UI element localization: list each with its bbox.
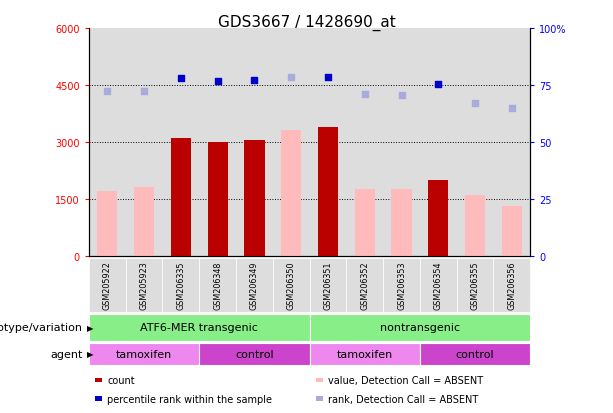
Text: GSM206350: GSM206350 [287,261,295,310]
Text: GSM206349: GSM206349 [250,261,259,310]
Text: ▶: ▶ [87,323,94,332]
Point [286,74,296,81]
Bar [310,29,346,256]
Text: control: control [235,349,274,359]
Text: ▶: ▶ [87,350,94,358]
Text: GSM206356: GSM206356 [508,261,516,310]
Text: rank, Detection Call = ABSENT: rank, Detection Call = ABSENT [328,394,478,404]
Text: control: control [455,349,495,359]
Bar [355,190,375,256]
Bar [89,29,126,256]
Text: tamoxifen: tamoxifen [116,349,172,359]
Text: tamoxifen: tamoxifen [337,349,393,359]
Bar [170,139,191,256]
Text: nontransgenic: nontransgenic [380,322,460,332]
Bar [244,140,265,256]
Text: percentile rank within the sample: percentile rank within the sample [107,394,272,404]
Text: GDS3667 / 1428690_at: GDS3667 / 1428690_at [218,14,395,31]
Point [176,76,186,82]
Bar [236,29,273,256]
Bar [457,29,493,256]
Bar [428,180,449,256]
Bar [134,188,154,256]
Text: GSM206352: GSM206352 [360,261,369,310]
Text: count: count [107,375,135,385]
Text: GSM206353: GSM206353 [397,261,406,310]
Bar [392,190,412,256]
Bar [162,29,199,256]
Point [139,88,149,95]
Bar [126,29,162,256]
Bar [199,29,236,256]
Bar [318,128,338,256]
Text: genotype/variation: genotype/variation [0,322,83,332]
Text: GSM205923: GSM205923 [140,261,148,310]
Point [323,74,333,81]
Bar [383,29,420,256]
Text: GSM206355: GSM206355 [471,261,479,310]
Text: GSM206335: GSM206335 [177,261,185,310]
Point [360,91,370,98]
Bar [420,29,457,256]
Bar [502,207,522,256]
Text: GSM206351: GSM206351 [324,261,332,310]
Text: GSM206354: GSM206354 [434,261,443,310]
Point [102,88,112,95]
Text: agent: agent [50,349,83,359]
Bar [493,29,530,256]
Bar [281,131,302,256]
Text: GSM205922: GSM205922 [103,261,112,310]
Point [507,105,517,112]
Bar [346,29,383,256]
Point [397,93,406,99]
Text: value, Detection Call = ABSENT: value, Detection Call = ABSENT [328,375,483,385]
Point [433,81,443,88]
Bar [97,192,118,256]
Bar [207,142,228,256]
Point [470,100,480,107]
Bar [273,29,310,256]
Point [249,78,259,84]
Text: GSM206348: GSM206348 [213,261,222,310]
Point [213,78,223,85]
Bar [465,195,485,256]
Text: ATF6-MER transgenic: ATF6-MER transgenic [140,322,258,332]
